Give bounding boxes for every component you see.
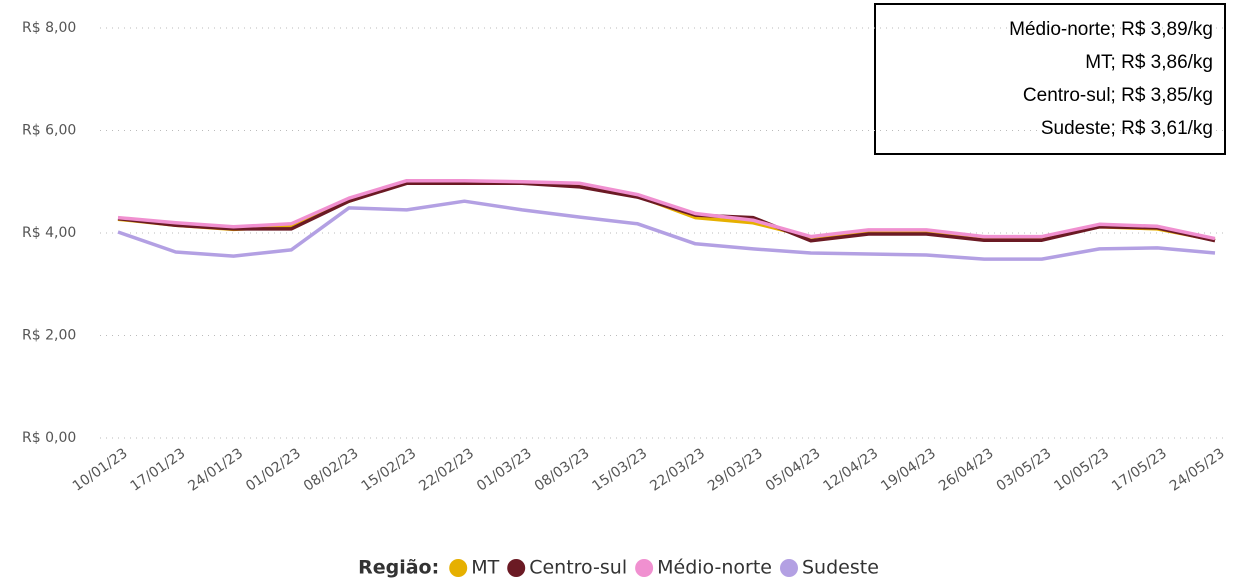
legend-label: MT — [471, 557, 499, 579]
annotation: Sudeste; R$ 3,61/kg — [1041, 118, 1213, 139]
y-tick-label: R$ 4,00 — [22, 225, 76, 241]
series-line — [117, 180, 1216, 242]
legend-marker — [507, 559, 526, 577]
series-line — [117, 178, 1216, 241]
x-tick-label: 17/05/23 — [1109, 445, 1170, 494]
x-tick-label: 08/03/23 — [532, 445, 593, 494]
y-tick-label: R$ 6,00 — [22, 123, 76, 139]
legend-title: Região: — [358, 557, 439, 579]
legend-label: Sudeste — [802, 557, 879, 579]
x-tick-label: 12/04/23 — [820, 445, 881, 494]
x-tick-label: 01/03/23 — [474, 445, 535, 494]
y-tick-label: R$ 2,00 — [22, 328, 76, 344]
x-tick-label: 26/04/23 — [936, 445, 997, 494]
x-tick-label: 08/02/23 — [301, 445, 362, 494]
legend-label: Médio-norte — [657, 557, 772, 579]
series-line — [117, 181, 1216, 243]
x-tick-label: 24/01/23 — [185, 445, 246, 494]
x-tick-label: 15/03/23 — [590, 445, 651, 494]
x-tick-label: 10/01/23 — [70, 445, 131, 494]
legend-marker — [449, 559, 468, 577]
y-tick-label: R$ 8,00 — [22, 20, 76, 36]
x-tick-label: 01/02/23 — [243, 445, 304, 494]
legend-label: Centro-sul — [529, 557, 627, 579]
series-line — [117, 199, 1216, 261]
x-tick-label: 10/05/23 — [1051, 445, 1112, 494]
annotation: MT; R$ 3,86/kg — [1085, 52, 1213, 73]
x-tick-label: 17/01/23 — [128, 445, 189, 494]
x-tick-label: 22/02/23 — [416, 445, 477, 494]
annotation-box — [874, 3, 1226, 155]
legend-marker — [635, 559, 654, 577]
x-tick-label: 29/03/23 — [705, 445, 766, 494]
x-tick-label: 24/05/23 — [1167, 445, 1228, 494]
x-tick-label: 05/04/23 — [763, 445, 824, 494]
y-tick-label: R$ 0,00 — [22, 430, 76, 446]
legend-marker — [780, 559, 798, 577]
x-tick-label: 15/02/23 — [359, 445, 420, 494]
x-tick-label: 22/03/23 — [647, 445, 708, 494]
x-tick-label: 03/05/23 — [994, 445, 1055, 494]
annotation: Centro-sul; R$ 3,85/kg — [1023, 85, 1213, 106]
x-tick-label: 19/04/23 — [878, 445, 939, 494]
annotation: Médio-norte; R$ 3,89/kg — [1009, 19, 1213, 40]
